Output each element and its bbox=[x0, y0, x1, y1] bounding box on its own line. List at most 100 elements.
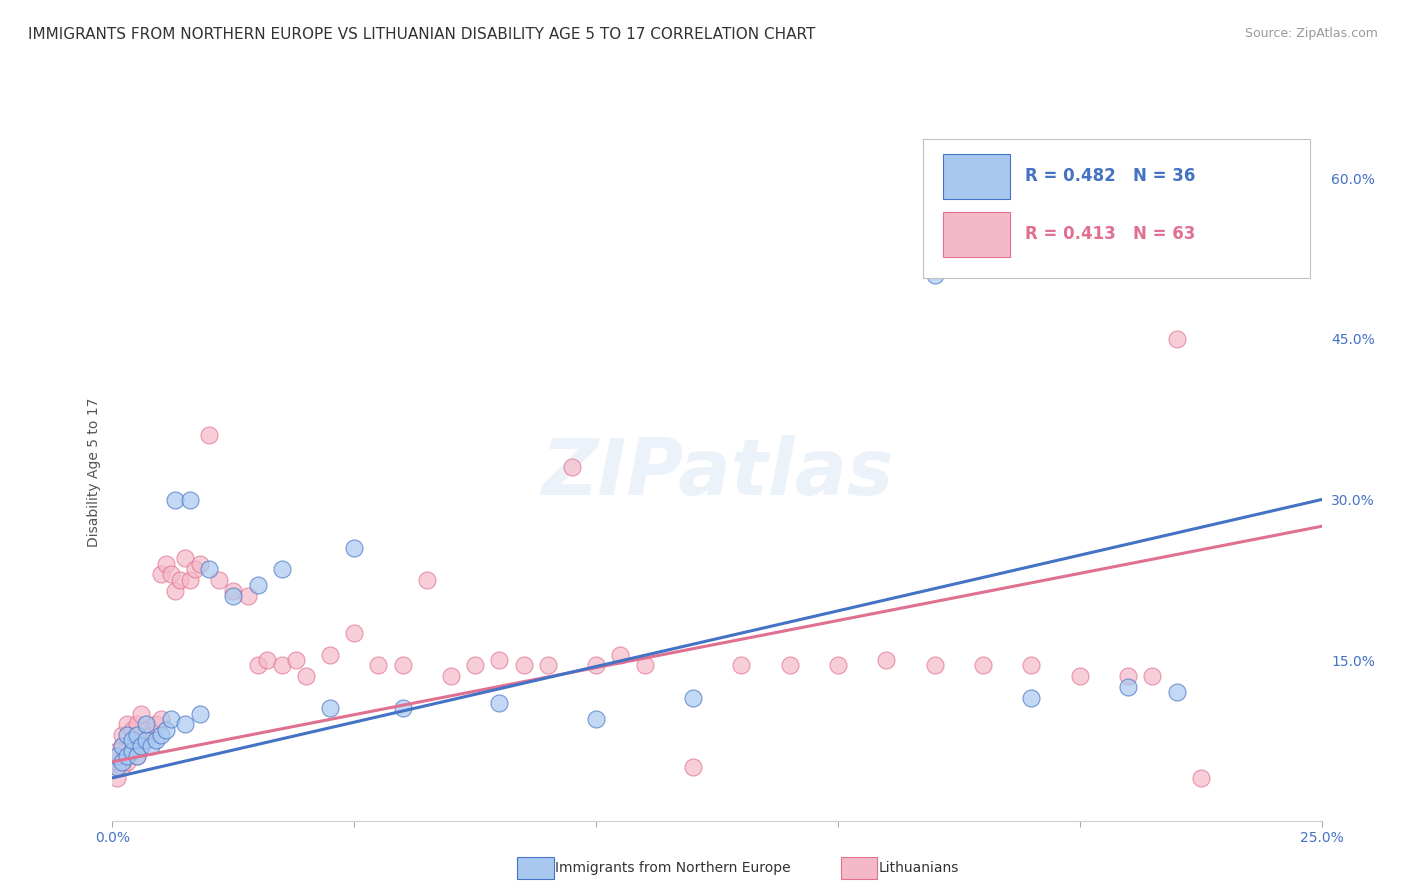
Point bbox=[319, 648, 342, 662]
Point bbox=[208, 573, 231, 587]
Point bbox=[135, 717, 157, 731]
Point bbox=[924, 658, 946, 673]
Point bbox=[367, 658, 389, 673]
Point bbox=[155, 723, 177, 737]
Point bbox=[111, 755, 134, 769]
Point bbox=[236, 589, 259, 603]
Point bbox=[924, 268, 946, 282]
FancyBboxPatch shape bbox=[943, 212, 1010, 257]
Point bbox=[105, 760, 128, 774]
Point bbox=[1142, 669, 1164, 683]
Point bbox=[115, 728, 138, 742]
Point bbox=[121, 744, 143, 758]
Text: R = 0.482   N = 36: R = 0.482 N = 36 bbox=[1025, 168, 1195, 186]
Point bbox=[179, 492, 201, 507]
Point bbox=[111, 739, 134, 753]
Point bbox=[875, 653, 897, 667]
Point bbox=[222, 583, 245, 598]
Point bbox=[105, 749, 128, 764]
Point bbox=[159, 567, 181, 582]
Point bbox=[285, 653, 308, 667]
Point bbox=[585, 658, 607, 673]
Point bbox=[115, 717, 138, 731]
Point bbox=[165, 583, 187, 598]
Point bbox=[1166, 685, 1188, 699]
Point bbox=[256, 653, 278, 667]
Point bbox=[145, 733, 167, 747]
Point bbox=[633, 658, 655, 673]
Point bbox=[145, 717, 167, 731]
Point bbox=[121, 744, 143, 758]
Point bbox=[246, 658, 269, 673]
Point bbox=[1069, 669, 1091, 683]
Point bbox=[440, 669, 463, 683]
Point bbox=[131, 739, 153, 753]
Point bbox=[188, 706, 211, 721]
Point bbox=[169, 573, 191, 587]
Point bbox=[537, 658, 560, 673]
Point bbox=[121, 723, 143, 737]
Point bbox=[319, 701, 342, 715]
Point bbox=[585, 712, 607, 726]
Text: R = 0.413   N = 63: R = 0.413 N = 63 bbox=[1025, 225, 1195, 244]
Point bbox=[188, 557, 211, 571]
Point bbox=[391, 658, 413, 673]
Point bbox=[682, 760, 704, 774]
Point bbox=[1116, 669, 1139, 683]
Point bbox=[827, 658, 849, 673]
Point bbox=[135, 723, 157, 737]
Point bbox=[131, 739, 153, 753]
Point bbox=[111, 728, 134, 742]
Point bbox=[105, 755, 128, 769]
Point bbox=[179, 573, 201, 587]
Point bbox=[165, 492, 187, 507]
Point bbox=[682, 690, 704, 705]
FancyBboxPatch shape bbox=[943, 154, 1010, 199]
Text: Immigrants from Northern Europe: Immigrants from Northern Europe bbox=[555, 861, 792, 875]
Point bbox=[343, 626, 366, 640]
Point bbox=[972, 658, 994, 673]
Text: IMMIGRANTS FROM NORTHERN EUROPE VS LITHUANIAN DISABILITY AGE 5 TO 17 CORRELATION: IMMIGRANTS FROM NORTHERN EUROPE VS LITHU… bbox=[28, 27, 815, 42]
Text: Source: ZipAtlas.com: Source: ZipAtlas.com bbox=[1244, 27, 1378, 40]
Point bbox=[155, 557, 177, 571]
Point bbox=[111, 739, 134, 753]
Point bbox=[270, 658, 292, 673]
Point bbox=[488, 696, 510, 710]
Point bbox=[105, 744, 128, 758]
Point bbox=[416, 573, 439, 587]
Point bbox=[149, 712, 172, 726]
Point bbox=[141, 739, 163, 753]
Point bbox=[111, 760, 134, 774]
Point bbox=[1116, 680, 1139, 694]
Point bbox=[1189, 771, 1212, 785]
Point bbox=[270, 562, 292, 576]
Point bbox=[174, 551, 197, 566]
Point bbox=[131, 706, 153, 721]
Point bbox=[183, 562, 205, 576]
FancyBboxPatch shape bbox=[922, 139, 1309, 278]
Point bbox=[222, 589, 245, 603]
Point bbox=[295, 669, 318, 683]
Point bbox=[198, 562, 221, 576]
Text: ZIPatlas: ZIPatlas bbox=[541, 434, 893, 511]
Point bbox=[609, 648, 631, 662]
Point bbox=[125, 728, 148, 742]
Point bbox=[343, 541, 366, 555]
Point bbox=[125, 749, 148, 764]
Point bbox=[141, 728, 163, 742]
Point bbox=[115, 749, 138, 764]
Point bbox=[1166, 332, 1188, 346]
Y-axis label: Disability Age 5 to 17: Disability Age 5 to 17 bbox=[87, 398, 101, 548]
Point bbox=[488, 653, 510, 667]
Text: Lithuanians: Lithuanians bbox=[879, 861, 959, 875]
Point bbox=[105, 771, 128, 785]
Point bbox=[561, 460, 583, 475]
Point bbox=[779, 658, 801, 673]
Point bbox=[198, 428, 221, 442]
Point bbox=[1021, 658, 1043, 673]
Point bbox=[135, 733, 157, 747]
Point bbox=[149, 567, 172, 582]
Point bbox=[512, 658, 534, 673]
Point bbox=[464, 658, 486, 673]
Point bbox=[159, 712, 181, 726]
